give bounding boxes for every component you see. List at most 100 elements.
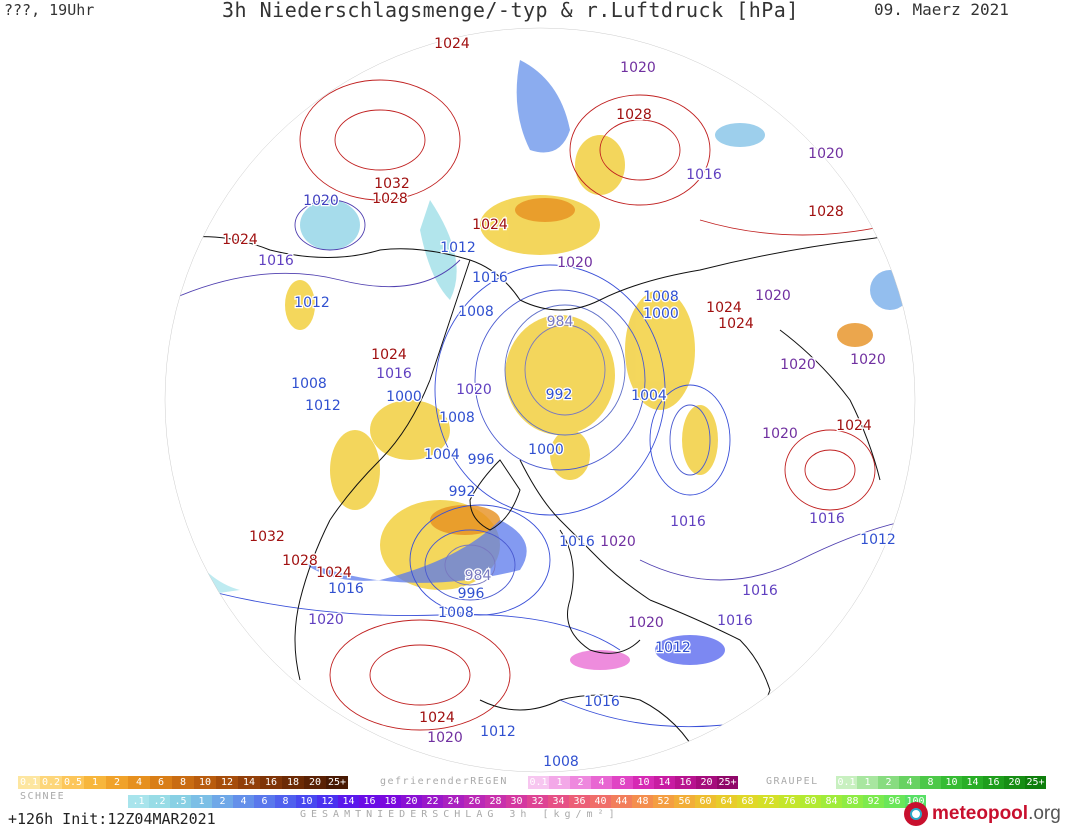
legend-cell: 34 [548, 795, 569, 808]
legend-cell: 8 [920, 776, 941, 789]
pressure-label: 1020 [628, 615, 664, 631]
legend-cell: 40 [590, 795, 611, 808]
pressure-label: 1024 [836, 418, 872, 434]
legend-cell: 20 [1004, 776, 1025, 789]
legend-cell: 72 [758, 795, 779, 808]
snow-legend: 0.1 0.2 0.5 1 2 4 6 8 10 12 14 16 18 20 25+ [18, 776, 348, 789]
legend-cell: 14 [654, 776, 675, 789]
legend-cell: 4 [233, 795, 254, 808]
legend-cell: 4 [591, 776, 612, 789]
pressure-label: 1016 [670, 514, 706, 530]
legend-cell: 20 [401, 795, 422, 808]
legend-cell: 0.2 [40, 776, 62, 789]
legend-cell: .2 [149, 795, 170, 808]
pressure-label: 1020 [308, 612, 344, 628]
legend-cell: 0.1 [836, 776, 857, 789]
pressure-label: 1008 [458, 304, 494, 320]
pressure-label: 1020 [780, 357, 816, 373]
legend-cell: 84 [821, 795, 842, 808]
legend-cell: 36 [569, 795, 590, 808]
map-title: 3h Niederschlagsmenge/-typ & r.Luftdruck… [222, 0, 799, 22]
legend-cell: 2 [878, 776, 899, 789]
pressure-label: 1020 [557, 255, 593, 271]
pressure-label: 1012 [655, 640, 691, 656]
pressure-label: 1028 [372, 191, 408, 207]
pressure-label: 1020 [456, 382, 492, 398]
pressure-label: 1016 [472, 270, 508, 286]
pressure-label: 1000 [528, 442, 564, 458]
pressure-label: 1012 [440, 240, 476, 256]
pressure-label: 1012 [480, 724, 516, 740]
legend-cell: 4 [899, 776, 920, 789]
pressure-label: 984 [547, 314, 574, 330]
legend-cell: 10 [941, 776, 962, 789]
freezing-rain-legend-label: gefrierenderREGEN [380, 776, 508, 787]
legend-cell: 2 [212, 795, 233, 808]
legend-cell: 14 [238, 776, 260, 789]
legend-cell: 14 [338, 795, 359, 808]
pressure-label: 1020 [755, 288, 791, 304]
freezing-rain-legend: 0.1 1 2 4 8 10 14 16 20 25+ [528, 776, 738, 789]
pressure-label: 1012 [294, 295, 330, 311]
legend-cell: 30 [506, 795, 527, 808]
pressure-label: 1008 [643, 289, 679, 305]
pressure-label: 1016 [717, 613, 753, 629]
legend-cell: 14 [962, 776, 983, 789]
graupel-legend-label: GRAUPEL [766, 776, 819, 787]
legend-cell: 8 [275, 795, 296, 808]
legend-cell: 16 [359, 795, 380, 808]
forecast-init-label: +126h Init:12Z04MAR2021 [8, 810, 216, 828]
legend-cell: 16 [260, 776, 282, 789]
meteopool-logo-icon [904, 802, 928, 826]
legend-cell: 8 [172, 776, 194, 789]
pressure-labels: 1024102010281020101610281024103210281020… [221, 35, 897, 772]
legend-cell: 88 [842, 795, 863, 808]
pressure-label: 1016 [686, 167, 722, 183]
pressure-label: 1016 [584, 694, 620, 710]
pressure-label: 1012 [305, 398, 341, 414]
pressure-label: 984 [465, 568, 492, 584]
legend-cell: 96 [884, 795, 905, 808]
legend-cell: 20 [696, 776, 717, 789]
pressure-label: 1016 [559, 534, 595, 550]
pressure-label: 1024 [371, 347, 407, 363]
legend-cell: 10 [633, 776, 654, 789]
legend-cell: 44 [611, 795, 632, 808]
pressure-label: 1008 [291, 376, 327, 392]
legend-cell: 22 [422, 795, 443, 808]
pressure-label: 1020 [303, 193, 339, 209]
pressure-label: 1012 [860, 532, 896, 548]
legend-cell: 0.1 [18, 776, 40, 789]
total-precip-legend-label: GESAMTNIEDERSCHLAG 3h [kg/m²] [300, 809, 620, 820]
legend-cell: 6 [254, 795, 275, 808]
legend-cell: 10 [296, 795, 317, 808]
meteopool-logo[interactable]: meteopool.org [904, 802, 1061, 826]
pressure-label: 1020 [620, 60, 656, 76]
pressure-label: 1032 [249, 529, 285, 545]
legend-cell: 1 [191, 795, 212, 808]
legend-cell: 2 [106, 776, 128, 789]
pressure-label: 1024 [316, 565, 352, 581]
pressure-label: 1008 [439, 410, 475, 426]
legend-cell: 4 [128, 776, 150, 789]
legend-cell: 48 [632, 795, 653, 808]
legend-cell: 6 [150, 776, 172, 789]
pressure-label: 1016 [809, 511, 845, 527]
pressure-label: 1032 [374, 176, 410, 192]
pressure-label: 1028 [616, 107, 652, 123]
legend-cell: 10 [194, 776, 216, 789]
pressure-label: 1016 [742, 583, 778, 599]
isobars [169, 79, 911, 731]
valid-time-label: ???, 19Uhr [4, 1, 95, 19]
pressure-label: 996 [468, 452, 495, 468]
pressure-label: 1000 [386, 389, 422, 405]
legend-cell: 2 [570, 776, 591, 789]
pressure-label: 1020 [808, 146, 844, 162]
total-precip-legend: .1.2.5 1 2 4 6 8 10 12 14 16 18 20 22 24 26 28 30 32 34 36 4… [128, 795, 926, 808]
pressure-label: 1016 [376, 366, 412, 382]
legend-cell: 26 [464, 795, 485, 808]
pressure-label: 1016 [328, 581, 364, 597]
pressure-label: 1028 [282, 553, 318, 569]
legend-cell: 52 [653, 795, 674, 808]
